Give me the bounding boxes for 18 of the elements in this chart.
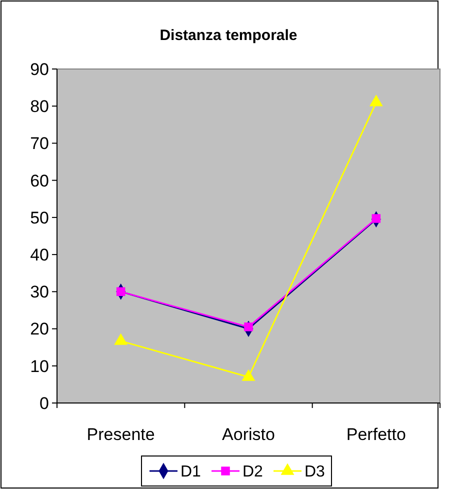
y-tick-label: 30	[30, 282, 49, 302]
point	[370, 95, 383, 106]
y-tick-label: 60	[30, 171, 49, 190]
x-tick-label: Aoristo	[222, 425, 275, 444]
y-tick-label: 20	[30, 320, 49, 339]
legend-label: D2	[242, 464, 264, 481]
y-tick-label: 40	[30, 246, 49, 265]
x-tick-label: Presente	[86, 425, 155, 444]
y-tick-label: 10	[30, 356, 49, 376]
x-tick-label: Perfetto	[346, 425, 406, 444]
legend-label: D1	[180, 464, 202, 481]
y-tick-label: 0	[40, 394, 49, 413]
y-tick-label: 70	[30, 134, 49, 154]
y-tick-label: 50	[30, 208, 49, 228]
y-tick-label: 90	[30, 60, 49, 79]
chart-title: Distanza temporale	[160, 27, 298, 44]
y-tick-label: 80	[30, 97, 49, 116]
legend-label: D3	[304, 464, 326, 481]
